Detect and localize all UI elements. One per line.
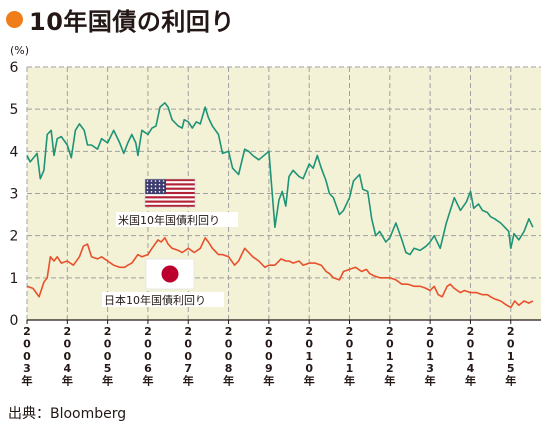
y-tick-label: 1: [10, 271, 19, 287]
y-tick-label: 2: [10, 229, 19, 245]
source-note: 出典：Bloomberg: [8, 406, 127, 422]
title-bullet-icon: [6, 10, 23, 28]
y-tick-label: 0: [10, 313, 19, 329]
us-flag-icon: [144, 178, 196, 208]
japan-flag-icon: [145, 258, 195, 290]
x-tick-labels: 2 0 0 3 年 2 0 0 4 年 2 0 0 5 年 2 0 0 6 年 2 0 0 7 年 2 0 0 8 年 2 0 0 9 年 2 0 1 0 年…: [22, 325, 517, 388]
series-lines: [26, 102, 534, 309]
chart-title: 10年国債の利回り: [29, 7, 235, 36]
us-yield-line: [26, 102, 534, 256]
chart-title-row: 10年国債の利回り: [6, 4, 235, 36]
us-series-label-bg: [116, 212, 238, 227]
jp-series-label-bg: [102, 292, 224, 307]
y-tick-label: 4: [10, 144, 19, 160]
y-tick-label: 5: [10, 102, 19, 118]
y-tick-label: 6: [10, 60, 19, 76]
us-series-label: 米国10年国債利回り: [118, 213, 220, 227]
y-tick-label: 3: [10, 187, 19, 203]
jp-yield-line: [26, 237, 534, 309]
y-axis-unit: (%): [10, 44, 30, 57]
y-tick-labels: 0 1 2 3 4 5 6: [10, 60, 19, 329]
jp-series-label: 日本10年国債利回り: [104, 293, 206, 307]
